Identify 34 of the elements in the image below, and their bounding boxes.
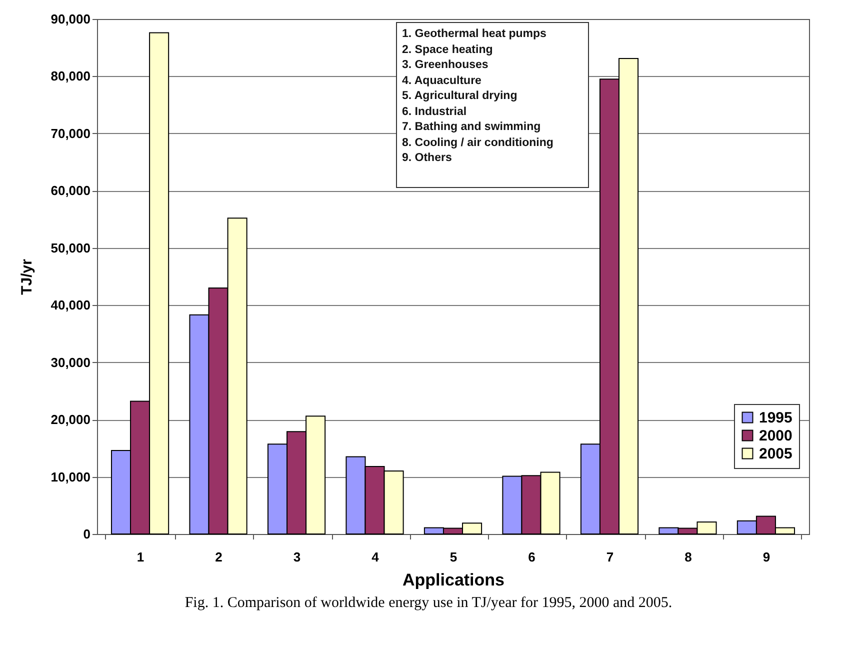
legend-label: 2005 bbox=[759, 446, 792, 462]
x-tick-label: 2 bbox=[215, 550, 222, 564]
y-tick-label: 40,000 bbox=[50, 298, 90, 313]
legend-label: 1995 bbox=[759, 410, 792, 426]
annotation: 3. Greenhouses bbox=[402, 58, 490, 73]
y-tick-label: 70,000 bbox=[50, 126, 90, 141]
x-tick-label: 8 bbox=[684, 550, 692, 564]
x-tick-label: 5 bbox=[450, 550, 458, 564]
y-tick-label: 60,000 bbox=[50, 183, 90, 198]
annotation: 5. Agricultural drying bbox=[402, 89, 518, 104]
annotation: 7. Bathing and swimming bbox=[402, 120, 542, 135]
y-tick-label: 20,000 bbox=[50, 412, 90, 428]
caption: Fig. 1. Comparison of worldwide energy use in TJ/year for 1995, 2000 and 2005. bbox=[184, 595, 674, 612]
annotation: 4. Aquaculture bbox=[402, 74, 482, 88]
x-axis-title: Applications bbox=[402, 570, 505, 590]
x-tick-label: 9 bbox=[762, 550, 770, 564]
y-axis-title: TJ/yr bbox=[18, 258, 36, 295]
annotation: 1. Geothermal heat pumps bbox=[402, 27, 548, 42]
y-tick-label: 80,000 bbox=[50, 68, 90, 84]
x-tick-label: 4 bbox=[372, 550, 380, 564]
y-tick-label: 30,000 bbox=[50, 354, 90, 370]
x-tick-label: 7 bbox=[606, 550, 614, 564]
x-tick-label: 6 bbox=[528, 550, 536, 564]
annotation: 9. Others bbox=[402, 151, 453, 166]
legend-label: 2000 bbox=[759, 428, 792, 444]
y-tick-label: 90,000 bbox=[50, 12, 90, 26]
y-tick-label: 0 bbox=[83, 526, 90, 542]
y-tick-label: 50,000 bbox=[50, 240, 90, 256]
y-tick-label: 10,000 bbox=[50, 469, 90, 484]
annotation: 8. Cooling / air conditioning bbox=[402, 136, 554, 150]
annotation: 6. Industrial bbox=[402, 104, 468, 120]
annotation: 2. Space heating bbox=[402, 42, 494, 58]
x-tick-label: 3 bbox=[293, 550, 301, 564]
x-tick-label: 1 bbox=[136, 550, 144, 564]
